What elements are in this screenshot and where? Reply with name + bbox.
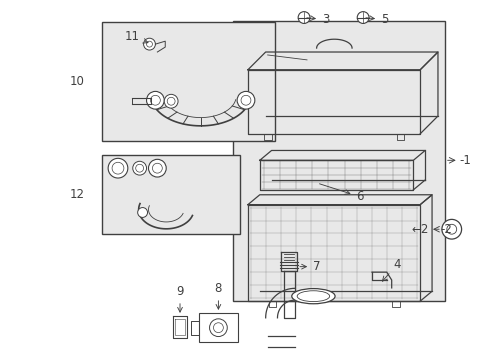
Bar	[233, 21, 444, 301]
Circle shape	[298, 12, 309, 23]
Text: 11: 11	[124, 30, 148, 43]
Text: 10: 10	[69, 75, 84, 88]
Circle shape	[241, 95, 250, 105]
Text: 4: 4	[382, 258, 400, 281]
Text: -1: -1	[459, 154, 470, 167]
Bar	[102, 22, 274, 141]
Bar	[198, 313, 238, 342]
Circle shape	[164, 94, 178, 108]
Circle shape	[146, 41, 152, 47]
Circle shape	[152, 163, 162, 173]
Text: 6: 6	[319, 184, 363, 203]
Ellipse shape	[291, 289, 334, 304]
Circle shape	[446, 224, 456, 234]
Circle shape	[441, 219, 461, 239]
Circle shape	[213, 323, 223, 333]
Text: 7: 7	[299, 260, 320, 273]
Circle shape	[167, 97, 175, 105]
Circle shape	[132, 161, 146, 175]
Circle shape	[146, 91, 164, 109]
Text: 3: 3	[306, 13, 328, 26]
Circle shape	[138, 208, 147, 217]
Circle shape	[143, 38, 155, 50]
Ellipse shape	[297, 291, 329, 302]
Text: ←2: ←2	[411, 223, 428, 236]
Text: 5: 5	[365, 13, 387, 26]
Text: -2: -2	[439, 223, 451, 236]
Text: 8: 8	[214, 282, 222, 309]
Circle shape	[237, 91, 254, 109]
Circle shape	[357, 12, 368, 23]
Text: 9: 9	[176, 285, 183, 312]
Circle shape	[150, 95, 160, 105]
Bar	[102, 156, 240, 234]
Circle shape	[148, 159, 166, 177]
Circle shape	[112, 162, 123, 174]
Text: 12: 12	[69, 188, 84, 201]
Circle shape	[108, 158, 127, 178]
Circle shape	[209, 319, 227, 337]
Circle shape	[136, 164, 143, 172]
